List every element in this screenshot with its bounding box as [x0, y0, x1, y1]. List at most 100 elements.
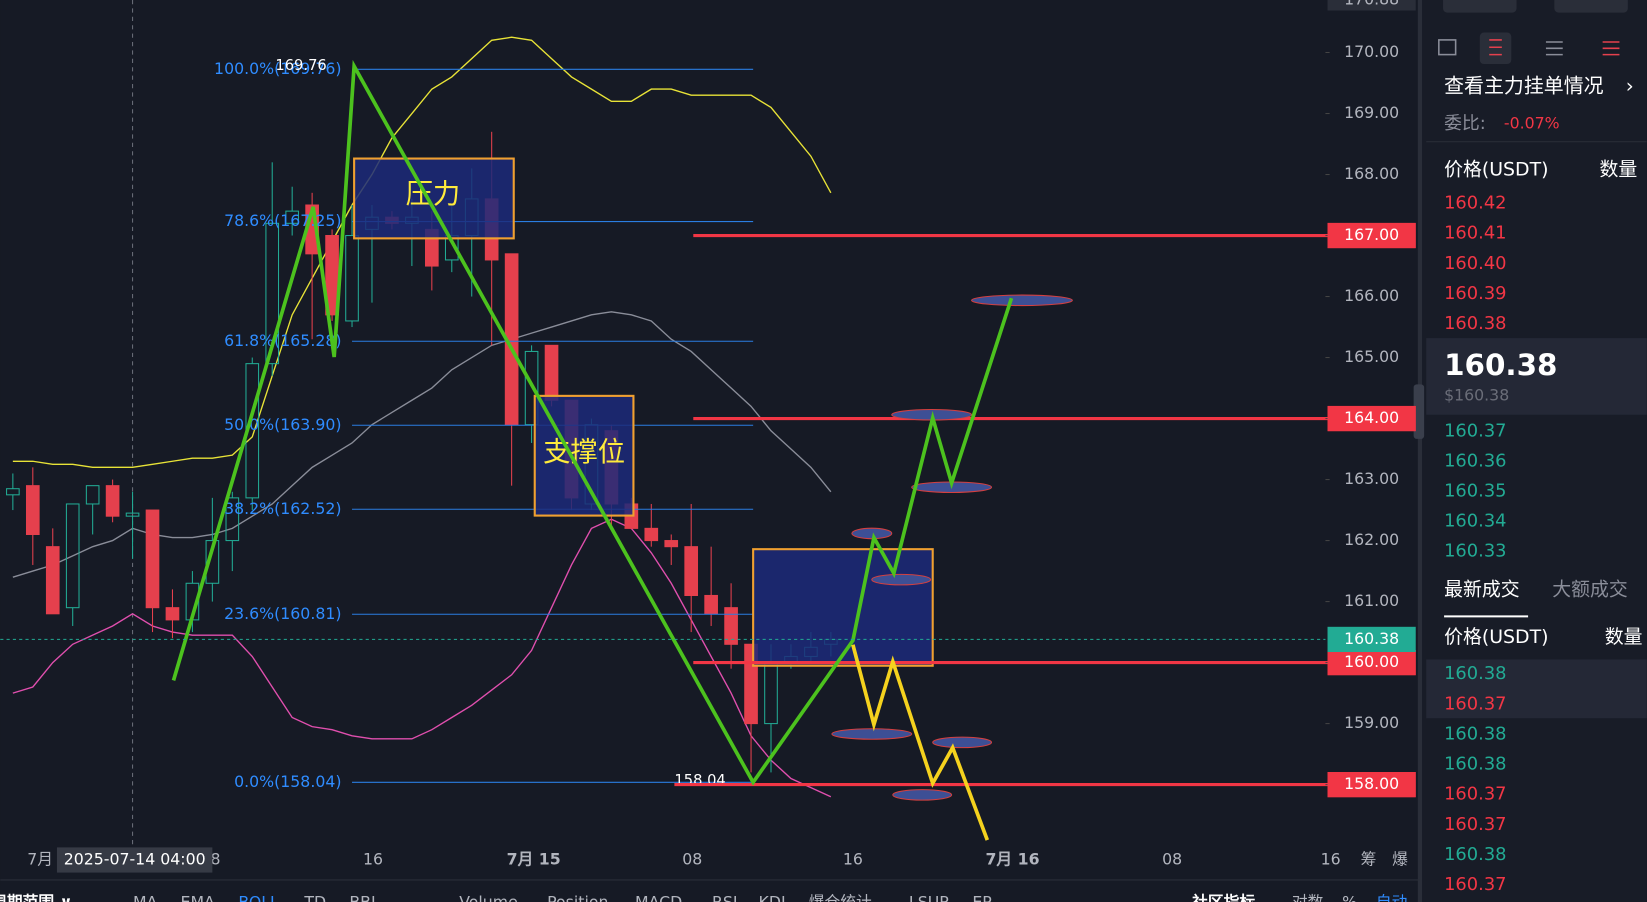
target-ellipse	[871, 573, 932, 586]
x-tick-label: 16	[1321, 849, 1341, 868]
x-tick-label: 08	[1162, 849, 1182, 868]
toolbar-item[interactable]: 爆仓统计	[809, 893, 872, 902]
last-price-usd: $160.38	[1444, 385, 1509, 404]
x-tick-label: 7月 16	[985, 849, 1039, 868]
fib-label: 38.2%(162.52)	[224, 499, 341, 518]
ask-price: 160.40	[1444, 253, 1506, 274]
ask-price: 160.41	[1444, 223, 1506, 244]
toolbar-item[interactable]: EMA	[181, 893, 216, 902]
swing-low-label: 158.04	[674, 772, 725, 789]
toolbar-item[interactable]: 社区指标	[1191, 893, 1255, 902]
toolbar-item[interactable]: Position	[547, 893, 608, 902]
x-tick-label: 16	[843, 849, 863, 868]
y-tick-label: 161.00	[1344, 591, 1399, 610]
toolbar-item[interactable]: RSI	[712, 893, 738, 902]
toolbar-item[interactable]: %	[1342, 893, 1357, 902]
bid-price: 160.34	[1444, 511, 1506, 532]
last-price-label: 160.38	[1344, 629, 1399, 648]
ask-price: 160.42	[1444, 193, 1506, 214]
tab[interactable]: 大额成交	[1552, 579, 1628, 601]
key-level-label: 160.00	[1344, 652, 1399, 671]
panel-icons[interactable]	[1438, 32, 1620, 65]
trade-price: 160.37	[1444, 693, 1506, 714]
price-header: 价格(USDT)	[1444, 626, 1548, 648]
swing-high-label: 169.76	[275, 57, 326, 74]
y-tick-label: 163.00	[1344, 469, 1399, 488]
zone-box	[353, 157, 515, 240]
toolbar-item[interactable]: MACD	[635, 893, 682, 902]
crosshair-time-tag	[56, 847, 213, 873]
candle-body	[45, 546, 60, 615]
toolbar-item[interactable]: MA	[133, 893, 158, 902]
price-header: 价格(USDT)	[1444, 159, 1548, 181]
candle-body	[165, 607, 180, 621]
candle-body	[544, 344, 559, 401]
toolbar-item[interactable]: 对数	[1292, 893, 1324, 902]
toolbar-item[interactable]: KDJ	[758, 893, 785, 902]
candle-body	[145, 509, 160, 609]
top-button[interactable]	[1554, 0, 1628, 13]
candle-body	[265, 222, 280, 365]
target-ellipse	[932, 736, 993, 749]
side-panel	[1419, 0, 1647, 902]
fib-label: 78.6%(167.25)	[224, 211, 341, 230]
zone-label: 支撑位	[543, 437, 625, 468]
candle-body	[85, 485, 100, 505]
top-price-tag	[1327, 0, 1416, 11]
x-tick-label: 筹	[1361, 849, 1377, 868]
candle-body	[225, 497, 240, 542]
key-level-tag	[1327, 772, 1416, 798]
fib-label: 0.0%(158.04)	[234, 772, 341, 791]
toolbar-item[interactable]: EP	[972, 893, 991, 902]
last-box	[1426, 338, 1647, 415]
candle-body	[65, 503, 80, 609]
candle-body	[345, 235, 359, 322]
candle-body	[105, 485, 120, 517]
panel-toggle[interactable]	[1413, 384, 1425, 439]
trade-price: 160.38	[1444, 663, 1506, 684]
toolbar-item[interactable]: LSUR	[909, 893, 950, 902]
toolbar-item[interactable]: TD	[303, 893, 326, 902]
chevron: ›	[1626, 74, 1634, 98]
bid-price: 160.35	[1444, 481, 1506, 502]
top-button[interactable]	[1443, 0, 1517, 13]
candle-body	[205, 540, 220, 584]
toolbar-item[interactable]: BOLL	[238, 893, 279, 902]
zone-box	[752, 548, 934, 667]
bid-price: 160.36	[1444, 451, 1506, 472]
target-ellipse	[971, 294, 1073, 307]
y-tick-label: 165.00	[1344, 347, 1399, 366]
x-tick-label: 爆	[1392, 849, 1408, 868]
toolbar-item[interactable]: BBI	[349, 893, 375, 902]
candle-body	[524, 350, 539, 426]
qty-header: 数量	[1605, 626, 1643, 648]
trade-price: 160.37	[1444, 784, 1506, 805]
candle-body	[664, 540, 679, 548]
last-price: 160.38	[1444, 348, 1557, 382]
y-tick-label: 169.00	[1344, 103, 1399, 122]
candle-body	[125, 512, 140, 517]
candle-body	[704, 594, 718, 615]
candle-body	[6, 488, 20, 496]
key-level-tag	[1327, 222, 1416, 249]
target-ellipse	[831, 728, 913, 740]
order-book-link[interactable]: 查看主力挂单情况	[1444, 74, 1604, 98]
bid-price: 160.33	[1444, 541, 1506, 562]
trade-price: 160.37	[1444, 874, 1506, 895]
target-ellipse	[851, 527, 893, 540]
trade-price: 160.38	[1444, 754, 1506, 775]
fib-label: 100.0%(169.76)	[214, 59, 341, 78]
key-level-label: 158.00	[1344, 774, 1399, 793]
trade-price: 160.38	[1444, 723, 1506, 744]
toolbar-item[interactable]: 周期范围 ∨	[0, 893, 72, 902]
toolbar-item[interactable]: 自动	[1376, 893, 1407, 902]
crosshair-time: 2025-07-14 04:00	[64, 849, 206, 868]
key-level-tag	[1327, 649, 1416, 676]
tab[interactable]: 最新成交	[1444, 579, 1520, 601]
candle-body	[285, 210, 299, 224]
key-level-tag	[1327, 405, 1416, 432]
toolbar-item[interactable]: Volume	[459, 893, 518, 902]
fib-label: 23.6%(160.81)	[224, 604, 341, 623]
candle-body	[644, 527, 659, 542]
